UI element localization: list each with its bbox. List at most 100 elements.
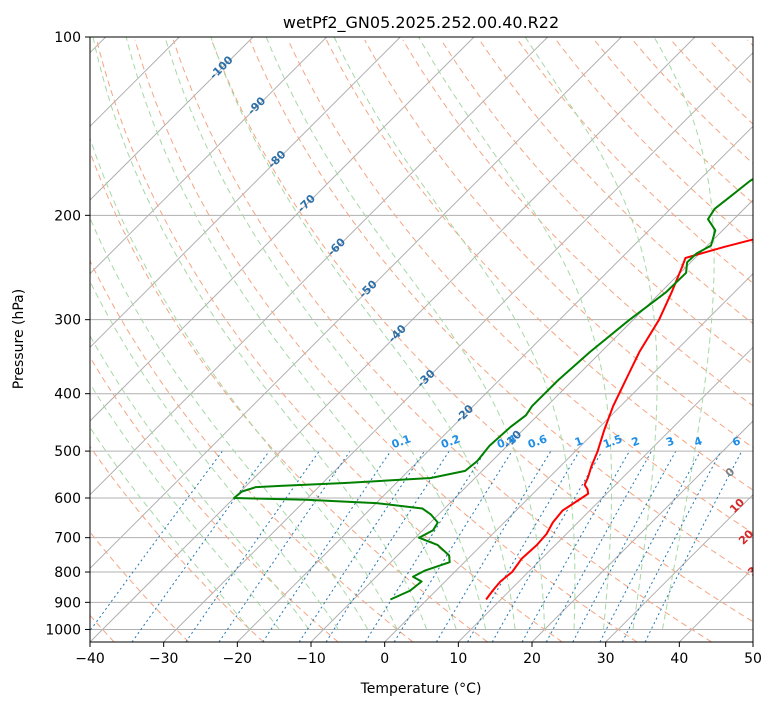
plot-frame — [89, 36, 754, 643]
chart-title: wetPf2_GN05.2025.252.00.40.R22 — [283, 13, 559, 33]
y-tick-label: 400 — [54, 387, 81, 403]
x-tick-label: −30 — [149, 651, 179, 667]
dry-adiabat-line — [325, 39, 753, 491]
dry-adiabat-line — [249, 39, 753, 578]
y-tick-label: 500 — [54, 444, 81, 460]
isotherm-line — [90, 37, 696, 642]
dry-adiabat-line — [90, 445, 264, 642]
y-tick-label: 700 — [54, 531, 81, 547]
isotherm-label: -100 — [207, 53, 236, 82]
moist-adiabat-line — [90, 382, 280, 630]
x-tick-label: −40 — [75, 651, 105, 667]
isotherm-label: -60 — [325, 235, 348, 258]
isotherm-label: -50 — [356, 277, 379, 300]
moist-adiabat-line — [418, 37, 613, 630]
x-tick-label: 40 — [670, 651, 688, 667]
isotherm-label: -40 — [386, 322, 409, 345]
mixing-ratio-label: 0.2 — [439, 432, 462, 451]
mixing-ratio-line — [545, 451, 652, 642]
mixing-ratio-line — [599, 451, 701, 642]
isotherm-line — [90, 37, 254, 201]
y-tick-label: 200 — [54, 208, 81, 224]
mixing-ratio-label: 4 — [692, 434, 704, 449]
isotherm-line — [605, 493, 753, 642]
x-tick-label: −10 — [296, 651, 326, 667]
y-tick-label: 100 — [54, 30, 81, 46]
dry-adiabat-line — [364, 39, 753, 449]
moist-adiabat-line — [333, 37, 576, 630]
dry-adiabat-line — [287, 39, 753, 534]
mixing-ratio-label: 0.6 — [526, 432, 549, 451]
isotherm-label: -30 — [414, 367, 437, 390]
dry-adiabat-line — [632, 39, 753, 165]
isotherm-line — [90, 37, 401, 349]
x-tick-label: 20 — [523, 651, 541, 667]
label-layer: -100-90-80-70-60-50-40-30-20-100.1 0.2 0.4… — [207, 53, 765, 579]
x-tick-label: 10 — [449, 651, 467, 667]
moist-adiabat-line — [90, 136, 398, 630]
dry-adiabat-line — [402, 39, 753, 407]
isotherm-line — [90, 37, 622, 570]
x-tick-label: 0 — [380, 651, 389, 667]
y-tick-label: 800 — [54, 565, 81, 581]
mixing-ratio-label: 6 — [731, 434, 743, 449]
dry-adiabat-line — [747, 39, 753, 47]
moist-adiabat-line — [524, 37, 658, 630]
moist-adiabat-line — [210, 37, 516, 630]
moist-adiabat-line — [90, 280, 339, 630]
mixing-ratio-label: 1.5 — [601, 432, 624, 451]
moist-adiabat-line — [90, 216, 369, 630]
isotherm-line — [678, 567, 753, 642]
dry-adiabat-label: 10 — [727, 496, 747, 516]
moist-adiabat-line — [164, 37, 487, 630]
mixing-ratio-label: 0.1 — [390, 432, 413, 451]
mixing-ratio-label: 1 — [573, 434, 585, 449]
dry-adiabat-line — [708, 39, 753, 86]
isotherm-line — [384, 272, 753, 642]
dry-adiabat-line — [90, 259, 414, 642]
isotherm-line — [531, 420, 753, 642]
mixing-ratio-label: 2 — [630, 434, 642, 449]
mixing-ratio-label: 3 — [664, 434, 676, 449]
x-tick-label: 50 — [744, 651, 762, 667]
moist-adiabat-line — [90, 334, 310, 630]
isotherm-line — [457, 346, 753, 642]
y-axis-label: Pressure (hPa) — [11, 289, 27, 389]
y-tick-label: 600 — [54, 491, 81, 507]
dry-adiabat-line — [594, 39, 753, 204]
dry-adiabat-line — [134, 39, 638, 642]
mixing-ratio-line — [621, 451, 722, 642]
isotherm-line — [752, 641, 753, 642]
y-tick-label: 1000 — [45, 622, 81, 638]
isotherm-line — [163, 51, 753, 642]
mixing-ratio-line — [218, 451, 351, 642]
dry-adiabat-label: 30 — [745, 558, 765, 578]
moist-adiabat-line — [90, 426, 251, 630]
mixing-ratio-line — [185, 451, 320, 642]
dry-adiabat-line — [90, 356, 339, 642]
isotherm-label: -80 — [265, 148, 288, 171]
mixing-ratio-line — [435, 451, 552, 642]
isotherm-label: -70 — [295, 192, 318, 215]
mixing-ratio-line — [131, 451, 270, 642]
mixing-ratio-line — [262, 451, 391, 642]
isotherm-line — [310, 199, 753, 642]
dry-adiabat-line — [172, 39, 712, 642]
dry-adiabat-line — [479, 39, 753, 325]
y-tick-label: 300 — [54, 313, 81, 329]
grid-layer — [90, 37, 753, 642]
isotherm-label: -20 — [453, 402, 476, 425]
isotherm-line — [90, 37, 549, 496]
dry-adiabat-line — [90, 531, 190, 642]
dry-adiabat-line — [440, 39, 753, 366]
mixing-ratio-line — [491, 451, 603, 642]
x-axis-label: Temperature (°C) — [360, 681, 482, 697]
mixing-ratio-line — [393, 451, 513, 642]
mixing-ratio-line — [572, 451, 677, 642]
dry-adiabat-line — [211, 39, 753, 623]
moist-adiabat-line — [653, 37, 715, 630]
isotherm-line — [90, 37, 475, 422]
dry-adiabat-line — [96, 39, 563, 642]
x-tick-label: −20 — [223, 651, 253, 667]
